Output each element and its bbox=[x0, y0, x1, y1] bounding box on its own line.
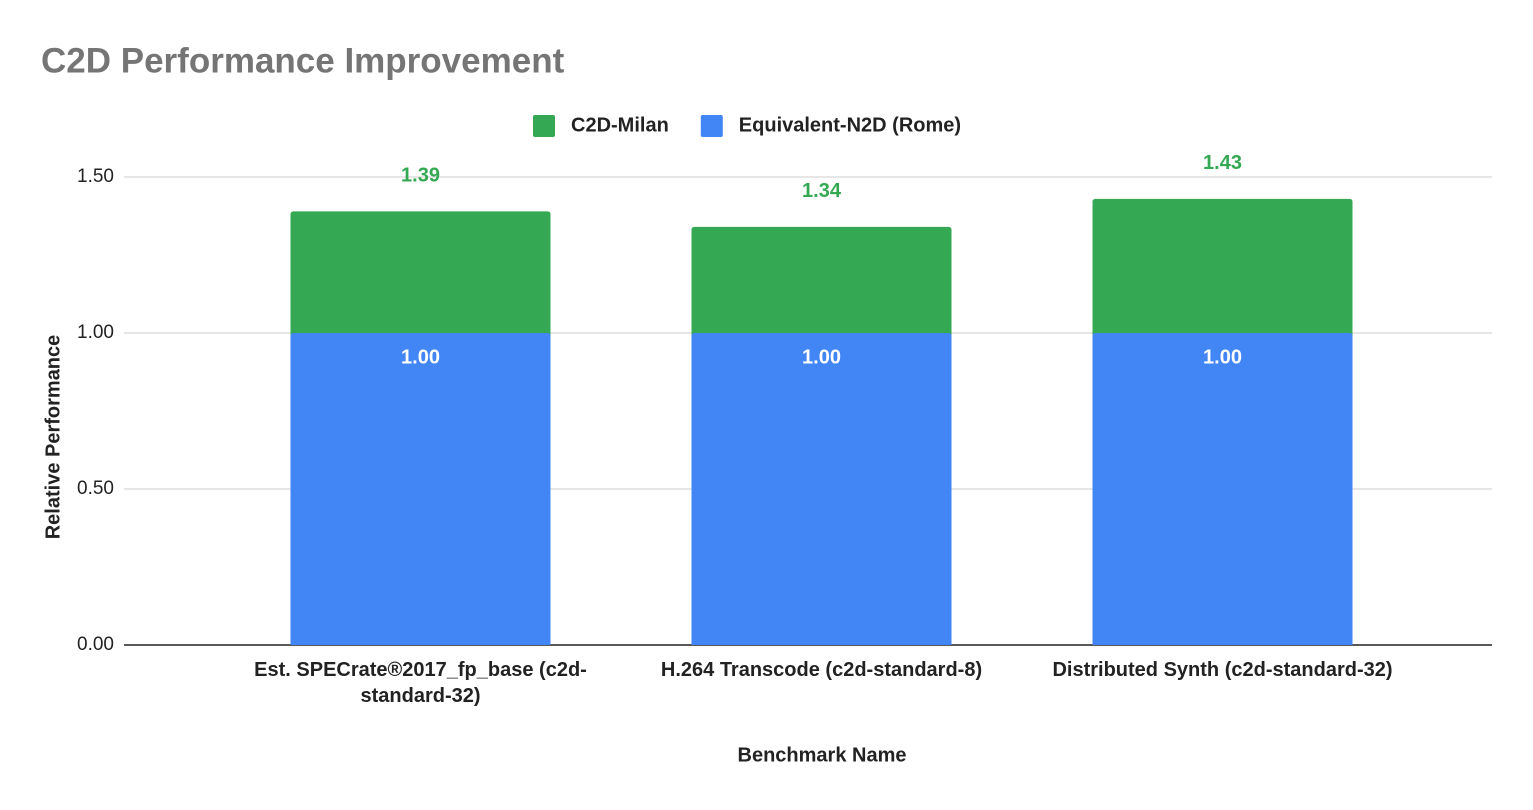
data-label: 1.00 bbox=[802, 346, 841, 368]
bar bbox=[1092, 333, 1353, 645]
y-tick-label: 0.00 bbox=[77, 634, 114, 655]
y-tick-label: 0.50 bbox=[77, 478, 114, 499]
bar bbox=[290, 333, 551, 645]
x-tick-label: Est. SPECrate®2017_fp_base (c2d-standard… bbox=[254, 659, 587, 707]
y-tick-label: 1.00 bbox=[77, 322, 114, 343]
data-label: 1.34 bbox=[802, 180, 842, 202]
y-axis-title: Relative Performance bbox=[42, 335, 64, 540]
x-axis-title: Benchmark Name bbox=[738, 744, 907, 766]
data-label: 1.43 bbox=[1203, 152, 1242, 174]
legend-swatch bbox=[533, 115, 555, 137]
y-tick-label: 1.50 bbox=[77, 166, 114, 187]
legend-label: Equivalent-N2D (Rome) bbox=[739, 114, 961, 136]
legend-label: C2D-Milan bbox=[571, 114, 669, 136]
legend-swatch bbox=[700, 115, 723, 137]
chart-title: C2D Performance Improvement bbox=[41, 41, 565, 80]
data-label: 1.00 bbox=[1203, 346, 1242, 368]
x-tick-label: Distributed Synth (c2d-standard-32) bbox=[1052, 659, 1393, 681]
x-tick-label: H.264 Transcode (c2d-standard-8) bbox=[660, 659, 983, 681]
data-label: 1.39 bbox=[401, 165, 440, 187]
data-label: 1.00 bbox=[401, 346, 440, 368]
bar bbox=[691, 333, 952, 645]
